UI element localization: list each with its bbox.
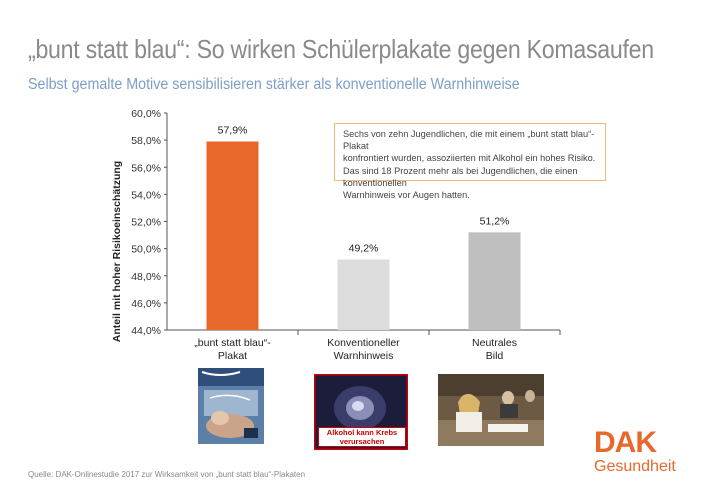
y-tick-label: 50,0% <box>131 244 161 256</box>
y-tick-label: 44,0% <box>131 325 161 337</box>
y-axis-title: Anteil mit hoher Risikoeinschätzung <box>111 161 123 342</box>
x-tick-label: Neutrales <box>472 337 517 349</box>
bar <box>337 259 390 330</box>
data-label: 57,9% <box>218 124 248 136</box>
page-title: „bunt statt blau“: So wirken Schülerplak… <box>28 34 654 64</box>
annotation-box: Sechs von zehn Jugendlichen, die mit ein… <box>334 123 606 200</box>
data-label: 51,2% <box>480 215 510 227</box>
y-tick-label: 60,0% <box>131 108 161 120</box>
y-tick-label: 48,0% <box>131 271 161 283</box>
logo-subtitle: Gesundheit <box>594 458 676 475</box>
neutral-thumbnail <box>438 374 544 446</box>
y-tick-label: 46,0% <box>131 298 161 310</box>
x-tick-label: Plakat <box>218 350 247 362</box>
annotation-line: Das sind 18 Prozent mehr als bei Jugendl… <box>343 165 578 188</box>
x-tick-label: Konventioneller <box>327 337 400 349</box>
y-tick-label: 54,0% <box>131 189 161 201</box>
logo-brand: DAK <box>594 426 657 459</box>
annotation-line: Sechs von zehn Jugendlichen, die mit ein… <box>343 129 595 152</box>
warning-caption: Alkohol kann Krebs verursachen <box>318 427 406 447</box>
annotation-line: konfrontiert wurden, assoziierten mit Al… <box>343 153 596 164</box>
source-note: Quelle: DAK-Onlinestudie 2017 zur Wirksa… <box>28 470 306 479</box>
bar <box>206 141 259 330</box>
page-subtitle: Selbst gemalte Motive sensibilisieren st… <box>28 76 520 93</box>
dak-logo: DAK Gesundheit <box>594 428 688 478</box>
y-tick-label: 56,0% <box>131 162 161 174</box>
x-tick-label: Bild <box>486 350 504 362</box>
y-tick-label: 52,0% <box>131 217 161 229</box>
poster-thumbnail <box>190 368 290 444</box>
data-label: 49,2% <box>349 242 379 254</box>
bar <box>468 232 521 330</box>
warning-thumbnail: Alkohol kann Krebs verursachen <box>314 374 408 450</box>
y-tick-label: 58,0% <box>131 135 161 147</box>
annotation-line: Warnhinweis vor Augen hatten. <box>343 190 470 201</box>
x-tick-label: Warnhinweis <box>334 350 394 362</box>
x-tick-label: „bunt statt blau“- <box>194 337 271 349</box>
